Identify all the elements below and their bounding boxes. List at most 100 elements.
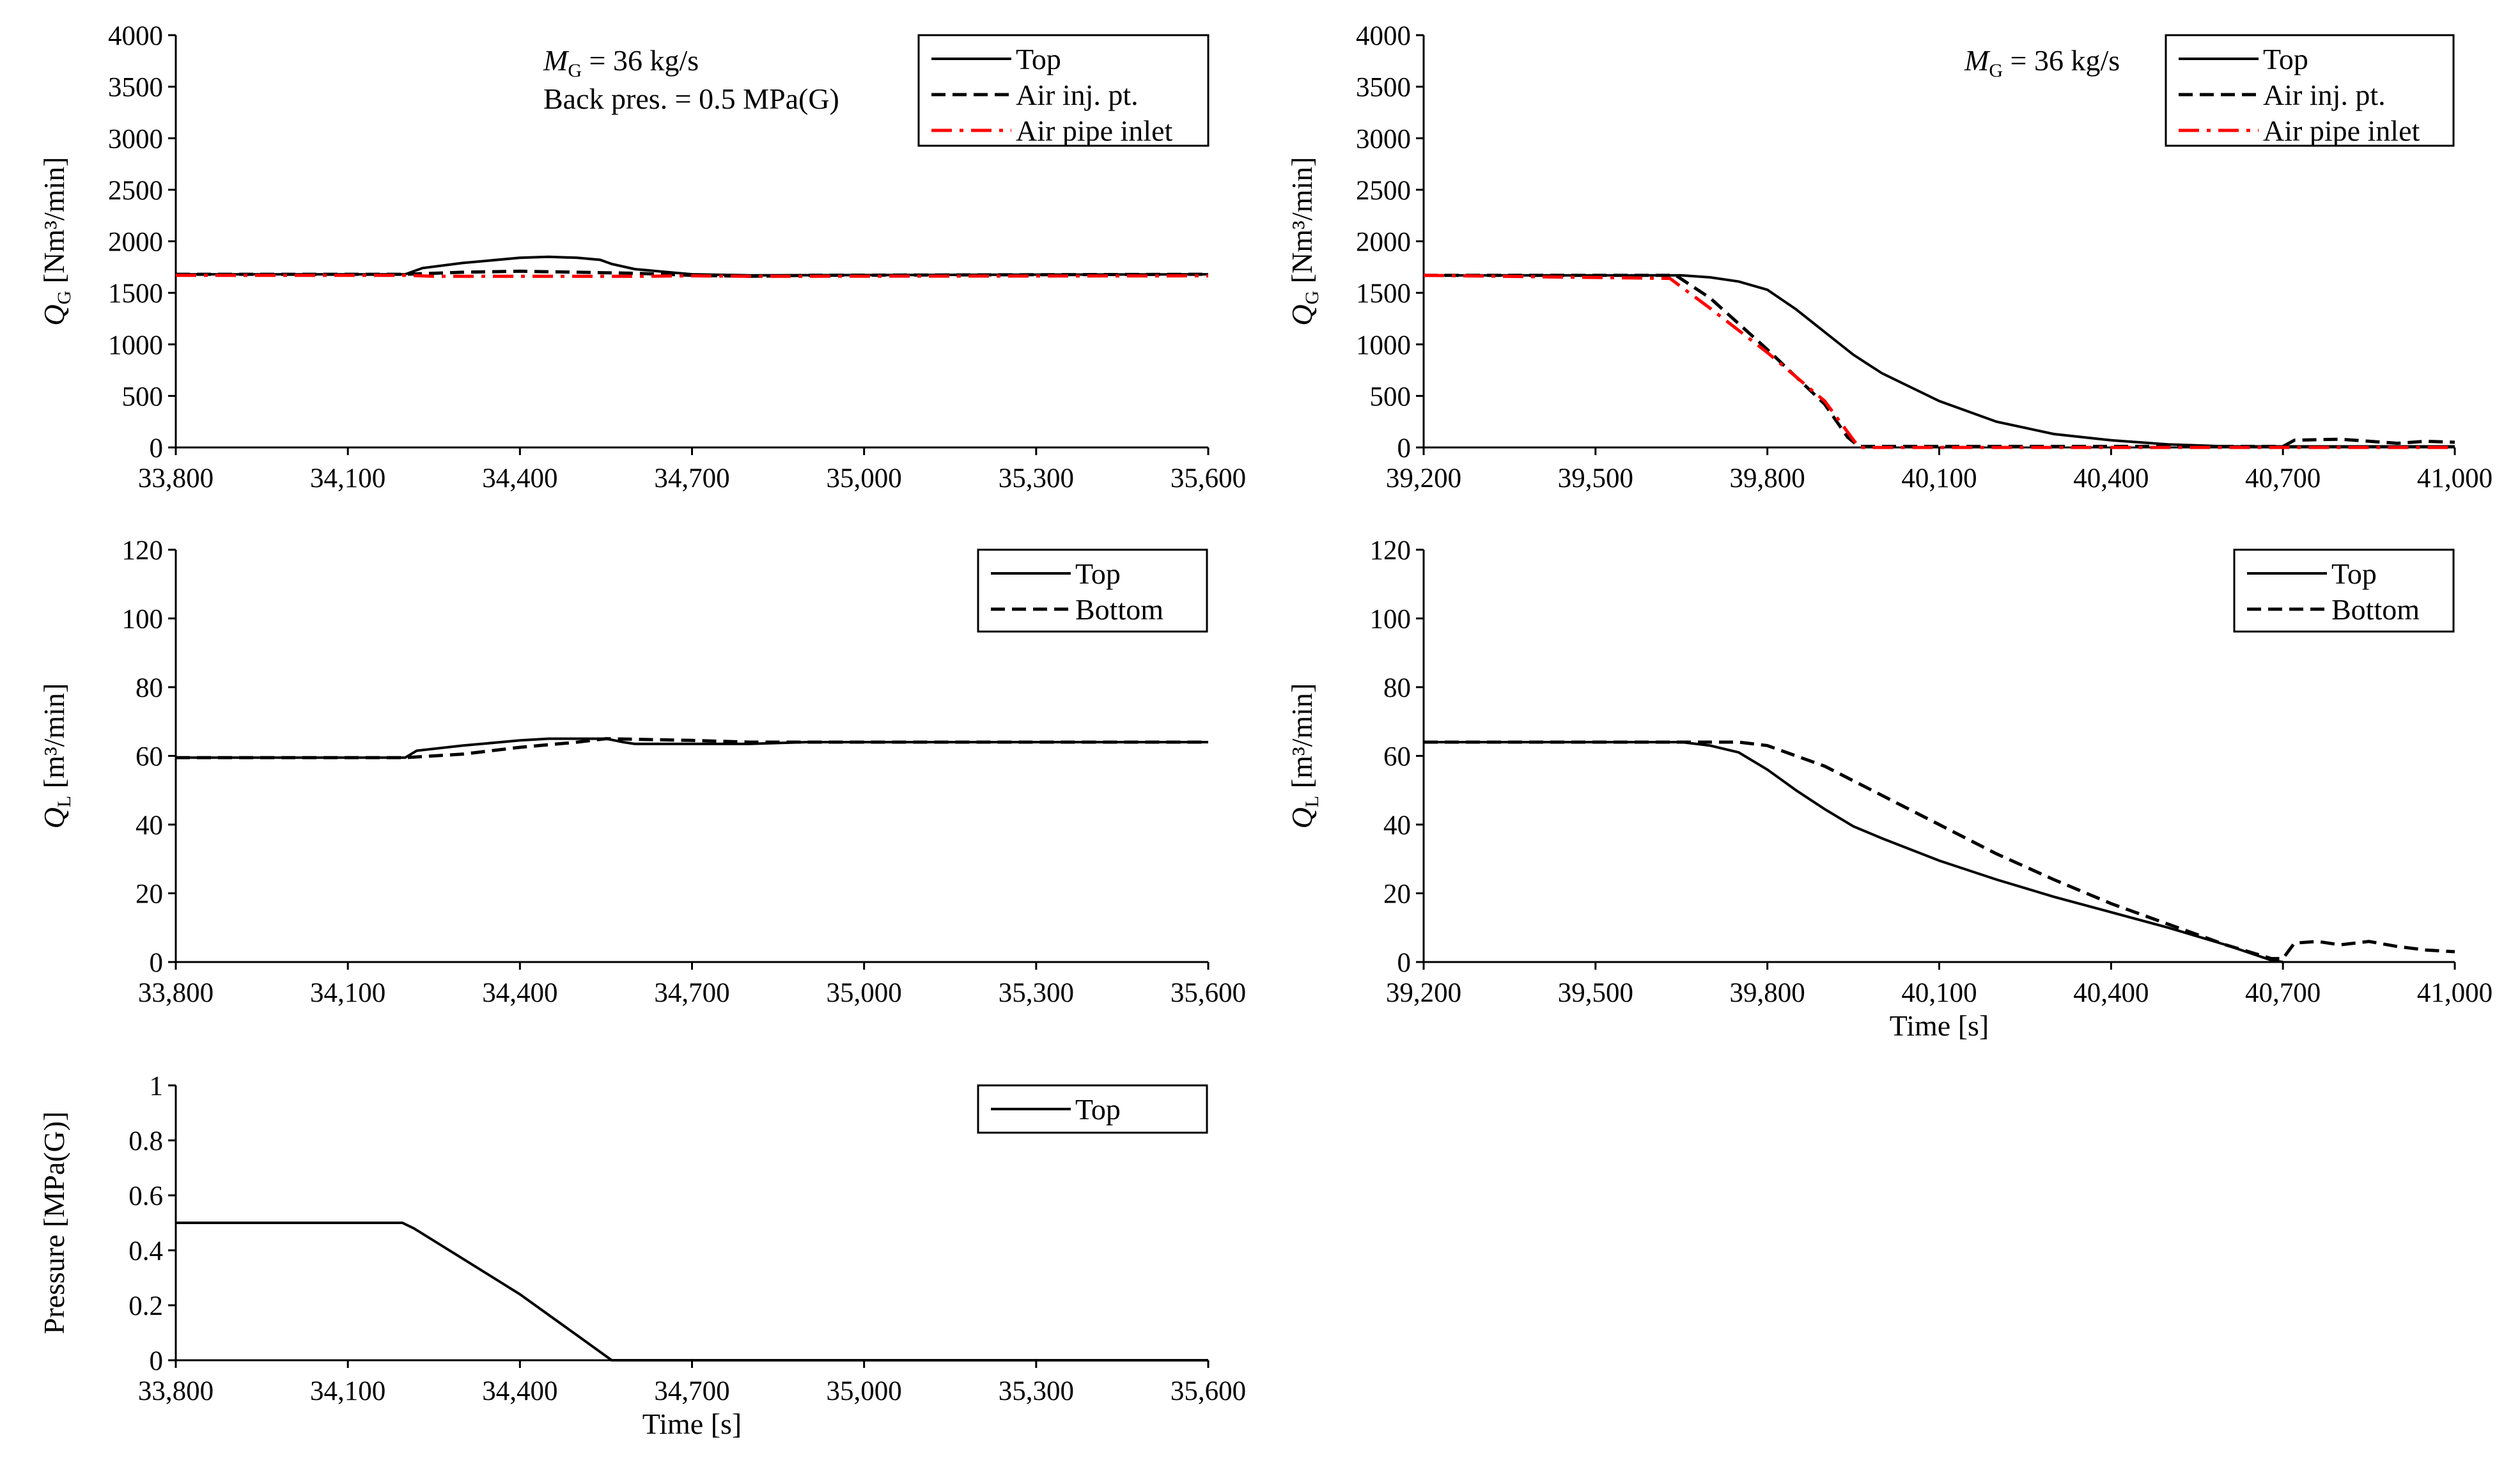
series-line-air-pipe-inlet bbox=[1423, 274, 2455, 449]
annotation-subscript: G bbox=[568, 60, 582, 81]
x-tick-label: 34,100 bbox=[310, 463, 385, 493]
series-line-top bbox=[176, 255, 1209, 277]
chart-qg_left: 0 500 1000 1500 2000 2500 3000 3500 4000 33,800 34… bbox=[38, 21, 1246, 493]
x-tick-label: 35,300 bbox=[999, 978, 1074, 1008]
x-tick-label: 35,600 bbox=[1171, 978, 1246, 1008]
x-tick-label: 39,200 bbox=[1386, 463, 1461, 493]
x-tick-label: 35,600 bbox=[1171, 463, 1246, 493]
legend: Top Air inj. pt.Air pipe inlet bbox=[2165, 34, 2455, 147]
legend-box bbox=[2233, 548, 2455, 633]
y-tick-label: 60 bbox=[136, 742, 163, 772]
y-tick-label: 0 bbox=[150, 948, 164, 978]
y-tick-label: 40 bbox=[1383, 811, 1411, 841]
x-tick-label: 40,700 bbox=[2245, 463, 2321, 493]
x-tick-label: 33,800 bbox=[138, 463, 214, 493]
annotation-text: = 36 kg/s bbox=[2003, 44, 2120, 77]
legend-label: Top bbox=[1016, 43, 1061, 75]
y-axis-label: QL [m³/min] bbox=[1286, 683, 1323, 829]
chart-ql_right: 0 20 40 60 80 100 120 39,200 39,500 39,800 40,100 4… bbox=[1286, 536, 2493, 1042]
y-tick-label: 80 bbox=[136, 673, 163, 703]
x-tick-label: 34,700 bbox=[654, 1376, 729, 1406]
y-tick-label: 120 bbox=[122, 536, 164, 566]
x-tick-label: 35,600 bbox=[1171, 1376, 1246, 1406]
y-tick-label: 60 bbox=[1383, 742, 1411, 772]
x-tick-label: 33,800 bbox=[138, 978, 214, 1008]
y-tick-label: 100 bbox=[1370, 605, 1412, 635]
chart-pressure_left: 0 0.2 0.4 0.6 0.8 1 33,800 34,100 34,400 34,700 35… bbox=[38, 1071, 1246, 1440]
legend-label: Top bbox=[1075, 557, 1121, 590]
y-tick-label: 4000 bbox=[1356, 21, 1411, 51]
y-tick-label: 0 bbox=[1397, 433, 1412, 463]
y-axis-label: Pressure [MPa(G)] bbox=[38, 1112, 70, 1335]
y-tick-label: 2500 bbox=[108, 176, 163, 206]
y-tick-label: 120 bbox=[1370, 536, 1412, 566]
x-tick-label: 39,200 bbox=[1386, 978, 1461, 1008]
annotation-text: = 36 kg/s bbox=[582, 44, 699, 77]
legend-box bbox=[977, 548, 1208, 633]
y-axis-label-unit: [m³/min] bbox=[38, 683, 70, 796]
y-tick-label: 0 bbox=[150, 433, 164, 463]
chart-qg_right: 0 500 1000 1500 2000 2500 3000 3500 4000 39,200 39… bbox=[1286, 21, 2493, 493]
x-tick-label: 34,400 bbox=[482, 978, 557, 1008]
legend-box bbox=[2165, 34, 2455, 147]
series-line-bottom bbox=[176, 737, 1208, 759]
x-tick-label: 34,400 bbox=[482, 1376, 557, 1406]
y-tick-label: 0 bbox=[150, 1346, 164, 1376]
legend-label: Bottom bbox=[1075, 593, 1163, 626]
x-tick-label: 35,000 bbox=[827, 463, 902, 493]
x-tick-label: 40,100 bbox=[1901, 463, 1977, 493]
legend: Top bbox=[977, 1084, 1208, 1134]
y-tick-label: 2000 bbox=[108, 228, 163, 258]
y-tick-label: 2000 bbox=[1356, 228, 1411, 258]
y-tick-label: 20 bbox=[1383, 880, 1411, 910]
y-tick-label: 0 bbox=[1397, 948, 1412, 978]
y-tick-label: 1500 bbox=[108, 279, 163, 309]
y-tick-label: 1500 bbox=[1356, 279, 1411, 309]
series-line-air-inj-pt- bbox=[1424, 274, 2455, 448]
y-axis-label-symbol: Q bbox=[1286, 304, 1318, 325]
annotation-symbol: M bbox=[543, 44, 570, 77]
y-tick-label: 0.6 bbox=[128, 1181, 163, 1211]
series-line-top bbox=[176, 1222, 1208, 1362]
legend-label: Air inj. pt. bbox=[1016, 79, 1139, 111]
y-axis-label-subscript: G bbox=[1302, 291, 1323, 305]
y-tick-label: 0.4 bbox=[128, 1236, 163, 1266]
legend-label: Top bbox=[1075, 1093, 1121, 1126]
series-line-bottom bbox=[1424, 740, 2455, 961]
legend-label: Air pipe inlet bbox=[1016, 114, 1172, 147]
y-axis-label: QL [m³/min] bbox=[38, 683, 75, 829]
y-axis-label-symbol: Q bbox=[38, 807, 70, 828]
y-tick-label: 1000 bbox=[108, 330, 163, 361]
y-tick-label: 80 bbox=[1383, 673, 1411, 703]
x-tick-label: 35,300 bbox=[999, 463, 1074, 493]
x-tick-label: 34,700 bbox=[654, 463, 729, 493]
legend-label: Top bbox=[2331, 557, 2377, 590]
x-tick-label: 34,700 bbox=[654, 978, 729, 1008]
y-axis-label: QG [Nm³/min] bbox=[38, 157, 75, 325]
y-tick-label: 4000 bbox=[108, 21, 163, 51]
y-tick-label: 3000 bbox=[1356, 124, 1411, 154]
y-tick-label: 100 bbox=[122, 605, 164, 635]
annotation: MG = 36 kg/s bbox=[543, 44, 699, 81]
legend-label: Top bbox=[2263, 43, 2308, 75]
y-tick-label: 500 bbox=[1370, 382, 1412, 412]
y-tick-label: 1 bbox=[150, 1071, 164, 1101]
x-tick-label: 39,500 bbox=[1558, 978, 1633, 1008]
y-tick-label: 3500 bbox=[108, 73, 163, 103]
y-axis-label-unit: [Nm³/min] bbox=[38, 157, 70, 290]
y-axis-label-subscript: L bbox=[54, 796, 75, 807]
x-tick-label: 35,000 bbox=[827, 978, 902, 1008]
x-tick-label: 40,100 bbox=[1901, 978, 1977, 1008]
legend-label: Air inj. pt. bbox=[2263, 79, 2386, 111]
y-axis-label-subscript: G bbox=[54, 291, 75, 305]
y-tick-label: 500 bbox=[122, 382, 164, 412]
x-tick-label: 39,800 bbox=[1730, 978, 1805, 1008]
x-tick-label: 39,800 bbox=[1730, 463, 1805, 493]
y-tick-label: 0.2 bbox=[128, 1291, 163, 1321]
y-tick-label: 0.8 bbox=[128, 1126, 163, 1156]
y-axis-label-unit: [m³/min] bbox=[1286, 683, 1318, 796]
x-tick-label: 34,400 bbox=[482, 463, 557, 493]
annotation-symbol: M bbox=[1964, 44, 1991, 77]
